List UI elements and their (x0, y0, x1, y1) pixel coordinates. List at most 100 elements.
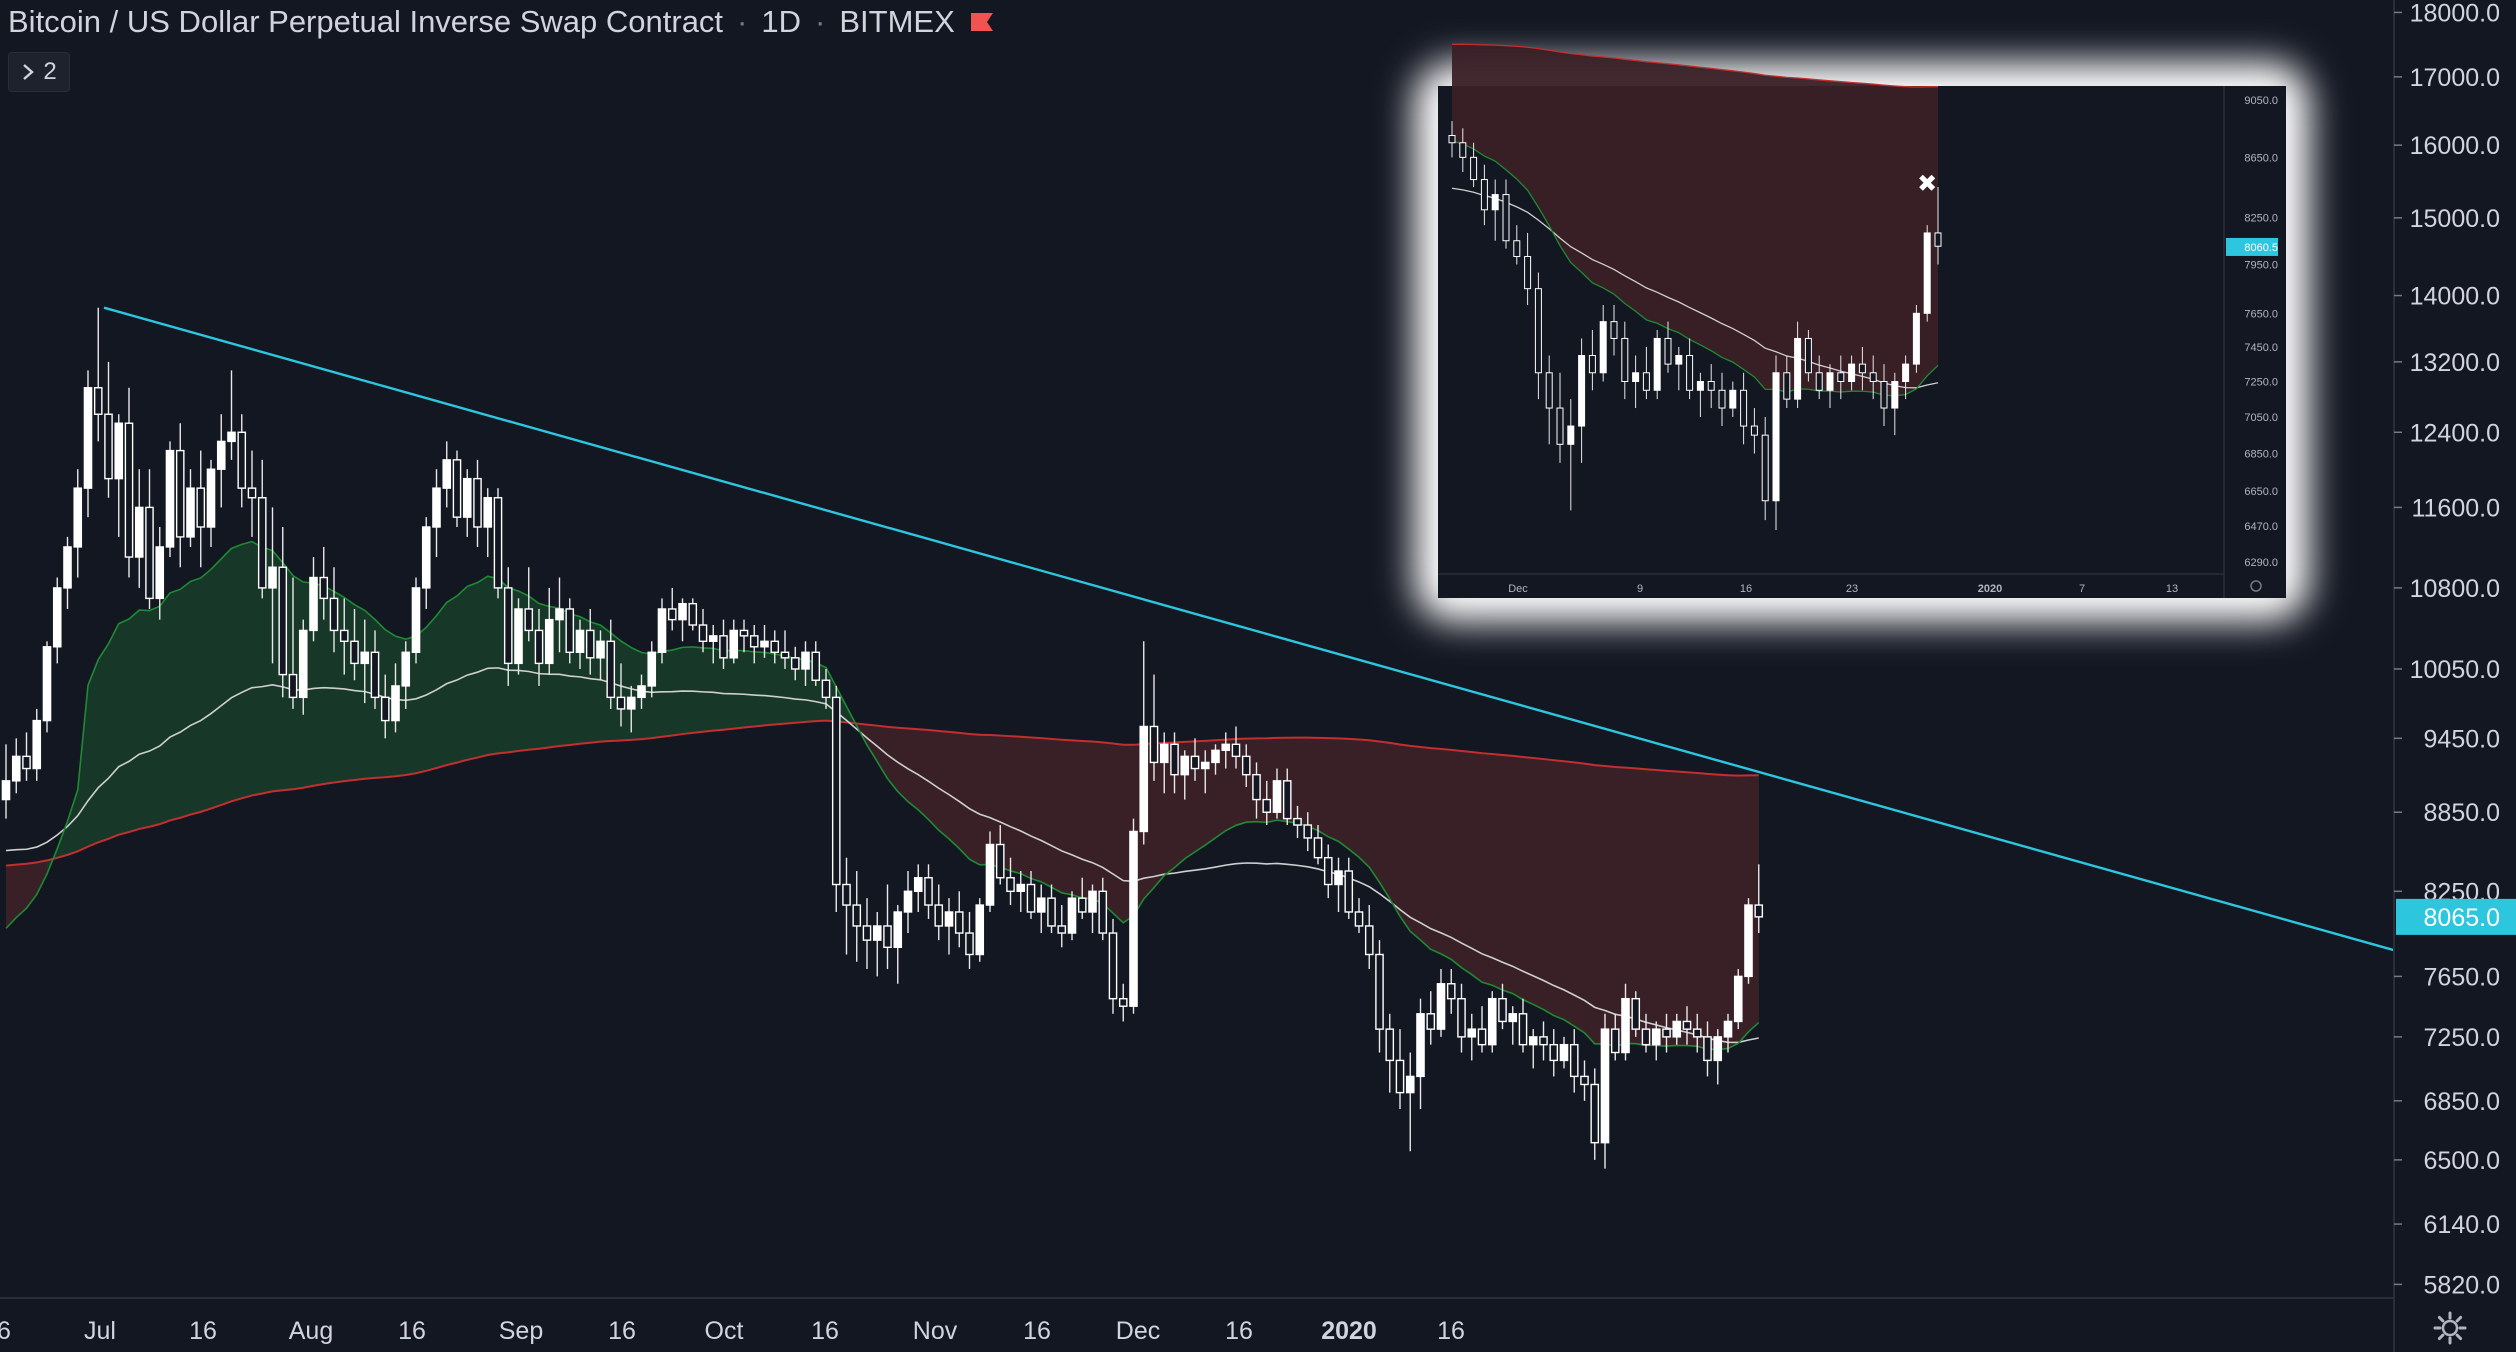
resistance-trendline (103, 306, 2395, 952)
candle-body (811, 651, 821, 681)
inset-candle (1675, 346, 1683, 391)
collapse-indicators-button[interactable]: 2 (8, 52, 70, 92)
candle (145, 469, 154, 609)
candle-body (903, 890, 913, 913)
candle (913, 864, 923, 912)
candle-body (1446, 983, 1456, 1000)
symbol-title[interactable]: Bitcoin / US Dollar Perpetual Inverse Sw… (8, 4, 724, 39)
candle-body (719, 635, 728, 659)
candle (606, 619, 616, 709)
candle (1662, 1013, 1671, 1053)
candle-body (1672, 1020, 1682, 1038)
candle (1, 744, 11, 819)
price-tick-label: 6140.0 (2424, 1211, 2500, 1239)
gear-icon[interactable] (2432, 1310, 2468, 1346)
candle-body (1159, 743, 1169, 764)
candle-body (1621, 997, 1630, 1054)
candle-body (729, 629, 739, 659)
candle-body (514, 608, 523, 665)
inset-candle-body (1837, 372, 1845, 382)
candle-body (657, 608, 667, 653)
candle (1221, 732, 1231, 769)
price-tick-label: 13200.0 (2410, 349, 2500, 377)
candle-body (1139, 725, 1149, 833)
candle (1405, 1052, 1415, 1152)
inset-candle-body (1783, 372, 1791, 400)
candle-body (995, 843, 1005, 879)
candle-body (1375, 953, 1384, 1030)
exchange-label[interactable]: BITMEX (839, 4, 955, 39)
candle-body (883, 925, 892, 948)
candle (155, 526, 165, 620)
inset-price-tick-label: 7950.0 (2244, 259, 2278, 271)
interval-label[interactable]: 1D (761, 4, 802, 39)
candle (1036, 884, 1046, 934)
time-tick-label: 16 (398, 1317, 426, 1345)
candle (175, 423, 185, 568)
inset-price-tick-label: 7250.0 (2244, 376, 2278, 388)
candle-body (1036, 897, 1046, 913)
inset-candle-body (1610, 321, 1618, 339)
candle (1703, 1021, 1712, 1077)
inset-candle (1750, 408, 1758, 454)
ema-cloud-area (6, 541, 1759, 1050)
candle-body (524, 608, 534, 632)
candle (1446, 969, 1456, 1014)
candle (790, 646, 800, 681)
candle-body (1006, 877, 1015, 893)
candle (1375, 940, 1384, 1053)
inset-candle (1923, 225, 1931, 322)
inset-candle-body (1923, 232, 1931, 314)
candle-body (237, 431, 247, 489)
candle (1313, 825, 1323, 865)
candle-body (637, 685, 646, 699)
candle (1057, 905, 1067, 948)
inset-candle (1826, 364, 1834, 409)
candle (247, 450, 257, 537)
candle (360, 619, 370, 704)
inset-candle (1480, 164, 1488, 226)
candle-body (1436, 983, 1446, 1030)
candle-body (985, 843, 995, 906)
candle (893, 905, 903, 984)
candle-body (831, 696, 841, 886)
inset-candle (1502, 179, 1510, 249)
inset-time-tick-label: 2020 (1978, 583, 2002, 595)
flag-icon[interactable] (969, 11, 995, 33)
inset-candle (1599, 305, 1607, 382)
inset-candle-body (1750, 425, 1758, 436)
indicator-count: 2 (43, 58, 57, 85)
candle (1672, 1013, 1682, 1045)
candle-body (1692, 1028, 1702, 1038)
candle-body (790, 657, 800, 670)
candle-body (1723, 1020, 1733, 1038)
candle (1528, 1029, 1538, 1069)
inset-candle-body (1480, 179, 1488, 211)
inset-candle (1621, 321, 1629, 400)
candle-body (1047, 897, 1056, 927)
candle-body (1713, 1036, 1723, 1062)
candle (739, 619, 749, 653)
candle-body (1088, 890, 1097, 913)
candle (555, 577, 564, 653)
candle-body (801, 651, 810, 670)
inset-time-tick-label: 7 (2079, 583, 2085, 595)
candle-body (965, 932, 974, 956)
candle (1241, 744, 1251, 788)
candle-body (534, 629, 544, 665)
candle-body (1293, 817, 1302, 826)
candle (42, 641, 52, 733)
candle (493, 488, 503, 599)
candle (985, 831, 995, 912)
inset-candle-body (1632, 372, 1640, 382)
candle (124, 387, 134, 578)
candle (524, 567, 534, 642)
candle-body (1190, 755, 1200, 770)
candle-body (1364, 925, 1374, 956)
candle-body (32, 719, 42, 770)
inset-candle (1491, 179, 1499, 241)
candle-body (852, 904, 862, 927)
candle (1651, 1021, 1661, 1061)
candle-body (1231, 743, 1241, 758)
